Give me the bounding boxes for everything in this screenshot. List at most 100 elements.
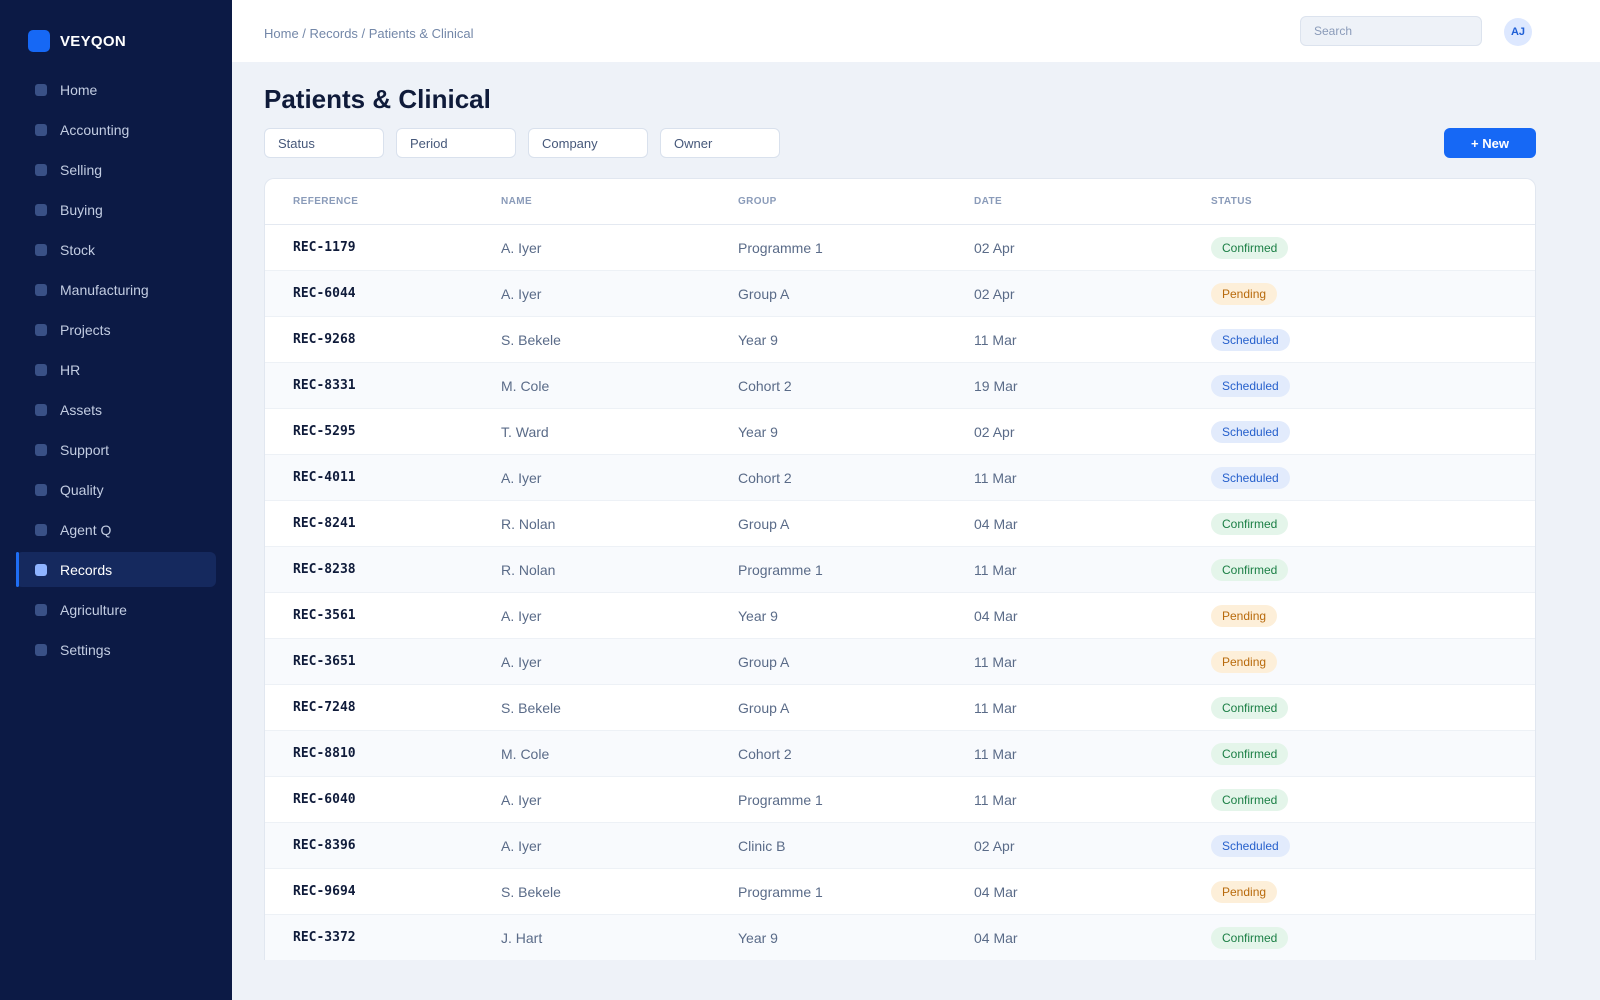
column-header-reference[interactable]: REFERENCE	[293, 196, 359, 207]
sidebar-item-label: Agent Q	[60, 521, 112, 538]
cell-name: S. Bekele	[501, 331, 561, 348]
table-row[interactable]: REC-8810 M. Cole Cohort 2 11 Mar Confirmed	[265, 731, 1535, 777]
nav-square-icon	[35, 443, 47, 456]
cell-status: Confirmed	[1211, 512, 1411, 535]
cell-status: Scheduled	[1211, 466, 1411, 489]
cell-date: 02 Apr	[974, 837, 1015, 854]
nav-square-icon	[35, 323, 47, 336]
table-row[interactable]: REC-3651 A. Iyer Group A 11 Mar Pending	[265, 639, 1535, 685]
filter-company[interactable]: Company	[528, 128, 648, 158]
table-row[interactable]: REC-8396 A. Iyer Clinic B 02 Apr Scheduled	[265, 823, 1535, 869]
status-badge: Confirmed	[1211, 926, 1289, 949]
sidebar-item-quality[interactable]: Quality	[16, 472, 216, 507]
sidebar-item-hr[interactable]: HR	[16, 352, 216, 387]
new-record-button[interactable]: + New	[1444, 128, 1536, 158]
cell-reference: REC-7248	[293, 700, 356, 715]
cell-group: Year 9	[738, 929, 778, 946]
cell-status: Confirmed	[1211, 696, 1411, 719]
sidebar-item-label: Manufacturing	[60, 281, 149, 298]
status-badge: Pending	[1211, 880, 1278, 903]
nav-square-icon	[35, 203, 47, 216]
sidebar-item-home[interactable]: Home	[16, 72, 216, 107]
status-badge: Scheduled	[1211, 466, 1290, 489]
sidebar-item-support[interactable]: Support	[16, 432, 216, 467]
sidebar-item-label: Support	[60, 441, 110, 458]
table-body: REC-1179 A. Iyer Programme 1 02 Apr Confirme…	[265, 225, 1535, 960]
table-row[interactable]: REC-1179 A. Iyer Programme 1 02 Apr Confirme…	[265, 225, 1535, 271]
cell-status: Confirmed	[1211, 742, 1411, 765]
nav-square-icon	[35, 83, 47, 96]
search-input[interactable]	[1300, 16, 1482, 46]
sidebar-item-manufacturing[interactable]: Manufacturing	[16, 272, 216, 307]
sidebar-item-agent-q[interactable]: Agent Q	[16, 512, 216, 547]
table-row[interactable]: REC-4011 A. Iyer Cohort 2 11 Mar Scheduled	[265, 455, 1535, 501]
cell-group: Programme 1	[738, 883, 823, 900]
table-row[interactable]: REC-6044 A. Iyer Group A 02 Apr Pending	[265, 271, 1535, 317]
cell-reference: REC-8396	[293, 838, 356, 853]
sidebar-item-projects[interactable]: Projects	[16, 312, 216, 347]
sidebar-item-settings[interactable]: Settings	[16, 632, 216, 667]
table-row[interactable]: REC-3561 A. Iyer Year 9 04 Mar Pending	[265, 593, 1535, 639]
nav-square-icon	[35, 563, 47, 576]
sidebar-item-stock[interactable]: Stock	[16, 232, 216, 267]
table-row[interactable]: REC-7248 S. Bekele Group A 11 Mar Confirmed	[265, 685, 1535, 731]
top-bar: Home / Records / Patients & Clinical AJ	[232, 0, 1600, 62]
sidebar-item-label: Assets	[60, 401, 103, 418]
table-row[interactable]: REC-9268 S. Bekele Year 9 11 Mar Scheduled	[265, 317, 1535, 363]
column-header-group[interactable]: GROUP	[738, 196, 777, 207]
table-row[interactable]: REC-8331 M. Cole Cohort 2 19 Mar Scheduled	[265, 363, 1535, 409]
nav-square-icon	[35, 483, 47, 496]
cell-reference: REC-9268	[293, 332, 356, 347]
cell-reference: REC-3651	[293, 654, 356, 669]
cell-group: Cohort 2	[738, 377, 792, 394]
breadcrumb[interactable]: Home / Records / Patients & Clinical	[264, 26, 474, 41]
filter-status[interactable]: Status	[264, 128, 384, 158]
sidebar-item-label: Settings	[60, 641, 111, 658]
status-badge: Confirmed	[1211, 558, 1289, 581]
sidebar-item-records[interactable]: Records	[16, 552, 216, 587]
nav-square-icon	[35, 283, 47, 296]
nav-square-icon	[35, 123, 47, 136]
cell-date: 11 Mar	[974, 653, 1017, 670]
nav-square-icon	[35, 523, 47, 536]
status-badge: Pending	[1211, 604, 1278, 627]
column-header-status[interactable]: STATUS	[1211, 196, 1252, 207]
cell-date: 04 Mar	[974, 929, 1018, 946]
cell-group: Group A	[738, 653, 790, 670]
cell-date: 11 Mar	[974, 791, 1017, 808]
nav-square-icon	[35, 603, 47, 616]
nav-square-icon	[35, 163, 47, 176]
status-badge: Confirmed	[1211, 236, 1289, 259]
sidebar-item-selling[interactable]: Selling	[16, 152, 216, 187]
cell-name: R. Nolan	[501, 515, 556, 532]
cell-group: Year 9	[738, 331, 778, 348]
cell-status: Scheduled	[1211, 328, 1411, 351]
sidebar-item-assets[interactable]: Assets	[16, 392, 216, 427]
cell-date: 02 Apr	[974, 285, 1015, 302]
brand[interactable]: VEYQON	[28, 30, 126, 52]
nav-square-icon	[35, 403, 47, 416]
cell-name: T. Ward	[501, 423, 549, 440]
sidebar-item-accounting[interactable]: Accounting	[16, 112, 216, 147]
cell-reference: REC-1179	[293, 240, 356, 255]
table-row[interactable]: REC-9694 S. Bekele Programme 1 04 Mar Pendin…	[265, 869, 1535, 915]
sidebar-item-agriculture[interactable]: Agriculture	[16, 592, 216, 627]
cell-date: 02 Apr	[974, 239, 1015, 256]
column-header-name[interactable]: NAME	[501, 196, 533, 207]
avatar[interactable]: AJ	[1504, 18, 1532, 46]
column-header-date[interactable]: DATE	[974, 196, 1003, 207]
table-row[interactable]: REC-6040 A. Iyer Programme 1 11 Mar Confirme…	[265, 777, 1535, 823]
sidebar-item-buying[interactable]: Buying	[16, 192, 216, 227]
table-row[interactable]: REC-8238 R. Nolan Programme 1 11 Mar Confirm…	[265, 547, 1535, 593]
cell-group: Programme 1	[738, 561, 823, 578]
cell-reference: REC-8331	[293, 378, 356, 393]
cell-reference: REC-4011	[293, 470, 356, 485]
table-row[interactable]: REC-3372 J. Hart Year 9 04 Mar Confirmed	[265, 915, 1535, 960]
table-row[interactable]: REC-8241 R. Nolan Group A 04 Mar Confirmed	[265, 501, 1535, 547]
filter-owner[interactable]: Owner	[660, 128, 780, 158]
records-table: REFERENCE NAME GROUP DATE STATUS REC-117…	[264, 178, 1536, 960]
filter-period[interactable]: Period	[396, 128, 516, 158]
table-row[interactable]: REC-5295 T. Ward Year 9 02 Apr Scheduled	[265, 409, 1535, 455]
cell-name: A. Iyer	[501, 239, 542, 256]
sidebar-item-label: Stock	[60, 241, 96, 258]
